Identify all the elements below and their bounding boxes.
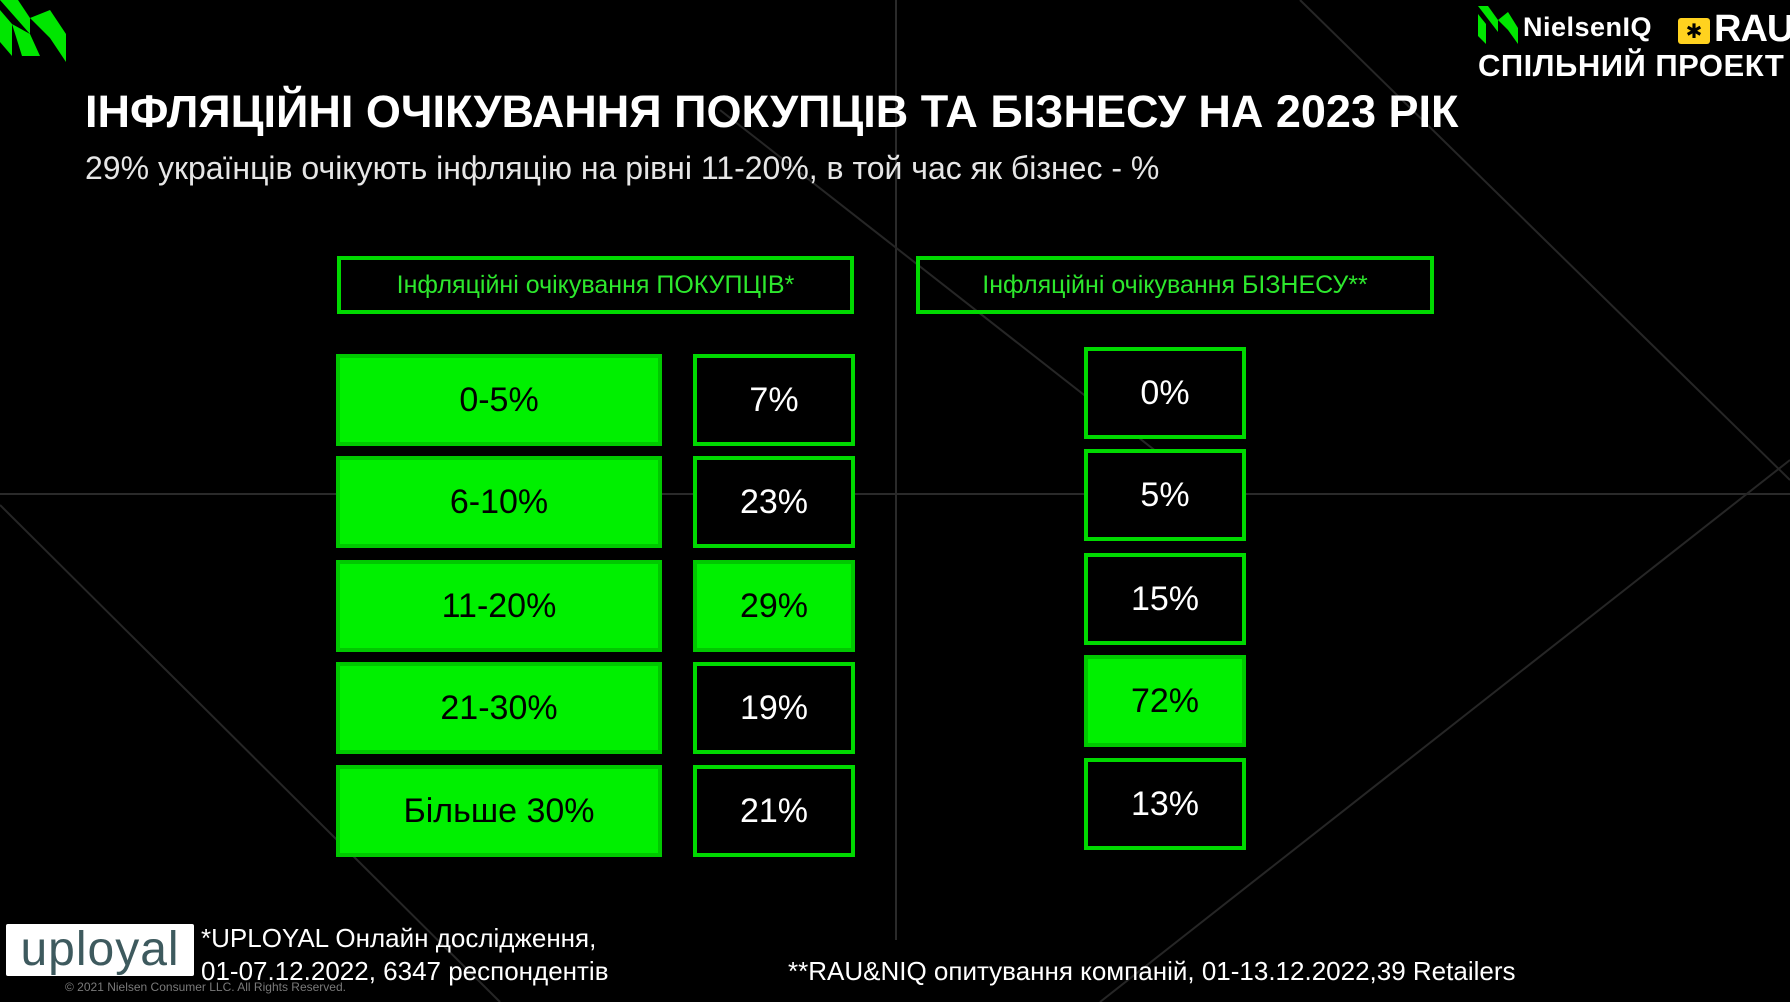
- uployal-note-line1: *UPLOYAL Онлайн дослідження,: [201, 923, 597, 953]
- consumer-value-cell: 29%: [693, 560, 855, 652]
- joint-project-label: СПІЛЬНИЙ ПРОЕКТ: [1478, 48, 1785, 83]
- business-value-cell: 13%: [1084, 758, 1246, 850]
- rau-niq-source-note: **RAU&NIQ опитування компаній, 01-13.12.…: [788, 956, 1516, 986]
- consumer-value-cell: 21%: [693, 765, 855, 857]
- consumer-value-cell: 7%: [693, 354, 855, 446]
- category-cell: 21-30%: [336, 662, 662, 754]
- category-cell: 6-10%: [336, 456, 662, 548]
- page-subtitle: 29% українців очікують інфляцію на рівні…: [85, 150, 1160, 186]
- consumer-value-cell: 19%: [693, 662, 855, 754]
- business-value-cell: 5%: [1084, 449, 1246, 541]
- consumer-value-cell: 23%: [693, 456, 855, 548]
- uployal-note-line2: 01-07.12.2022, 6347 респондентів: [201, 956, 609, 986]
- business-value-cell: 72%: [1084, 655, 1246, 747]
- category-cell: 11-20%: [336, 560, 662, 652]
- business-value-cell: 15%: [1084, 553, 1246, 645]
- niq-logo-icon: [1478, 6, 1518, 44]
- rau-brand-name: RAU: [1714, 8, 1790, 50]
- business-value-cell: 0%: [1084, 347, 1246, 439]
- copyright-text: © 2021 Nielsen Consumer LLC. All Rights …: [65, 980, 346, 994]
- niq-brand-name: NielsenIQ: [1523, 12, 1653, 42]
- category-cell: Більше 30%: [336, 765, 662, 857]
- uployal-source-note: *UPLOYAL Онлайн дослідження, 01-07.12.20…: [201, 922, 609, 988]
- uployal-logo: uployal: [6, 924, 194, 976]
- nielseniq-corner-icon: [0, 0, 66, 62]
- page-title: ІНФЛЯЦІЙНІ ОЧІКУВАННЯ ПОКУПЦІВ ТА БІЗНЕС…: [85, 86, 1459, 137]
- rau-star-icon: ✱: [1678, 18, 1710, 44]
- business-panel-header: Інфляційні очікування БІЗНЕСУ**: [916, 256, 1434, 314]
- brand-logo: NielsenIQ ✱ RAU СПІЛЬНИЙ ПРОЕКТ: [1478, 4, 1790, 84]
- consumers-panel-header: Інфляційні очікування ПОКУПЦІВ*: [337, 256, 854, 314]
- category-cell: 0-5%: [336, 354, 662, 446]
